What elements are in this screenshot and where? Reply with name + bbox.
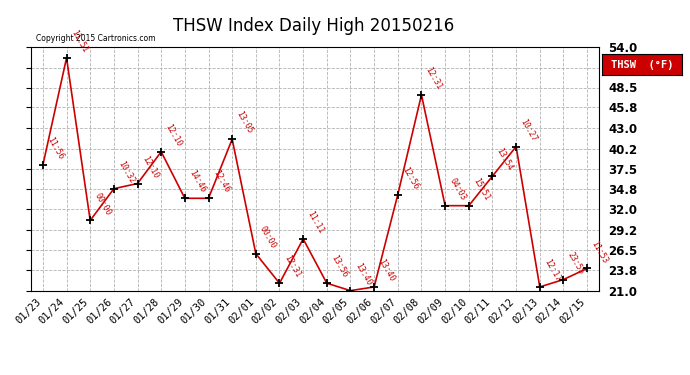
Text: 12:10: 12:10 [164,123,184,148]
Text: 04:03: 04:03 [448,176,467,202]
Text: 23:55: 23:55 [566,250,586,276]
Text: 13:56: 13:56 [329,254,349,279]
Text: 12:56: 12:56 [400,165,420,191]
Text: 11:11: 11:11 [306,210,326,235]
Text: 10:27: 10:27 [518,117,538,143]
Text: THSW Index Daily High 20150216: THSW Index Daily High 20150216 [173,17,455,35]
Text: 00:00: 00:00 [258,224,278,250]
Text: 12:31: 12:31 [282,254,302,279]
Text: 14:46: 14:46 [187,169,207,195]
Text: 15:51: 15:51 [471,176,491,202]
Text: 11:51: 11:51 [69,28,89,54]
Text: THSW  (°F): THSW (°F) [611,60,673,70]
Text: 11:56: 11:56 [46,136,66,161]
Text: 13:40: 13:40 [377,258,397,283]
Text: 13:40: 13:40 [353,261,373,287]
Text: 00:00: 00:00 [92,191,112,217]
Text: 13:54: 13:54 [495,147,515,172]
Text: Copyright 2015 Cartronics.com: Copyright 2015 Cartronics.com [36,34,155,43]
Text: 10:32: 10:32 [116,159,136,185]
Text: 12:46: 12:46 [211,169,231,195]
Text: 12:17: 12:17 [542,258,562,283]
Text: 12:10: 12:10 [140,154,160,180]
Text: 13:05: 13:05 [235,110,255,135]
Text: 11:53: 11:53 [589,239,609,265]
Text: 12:31: 12:31 [424,66,444,91]
